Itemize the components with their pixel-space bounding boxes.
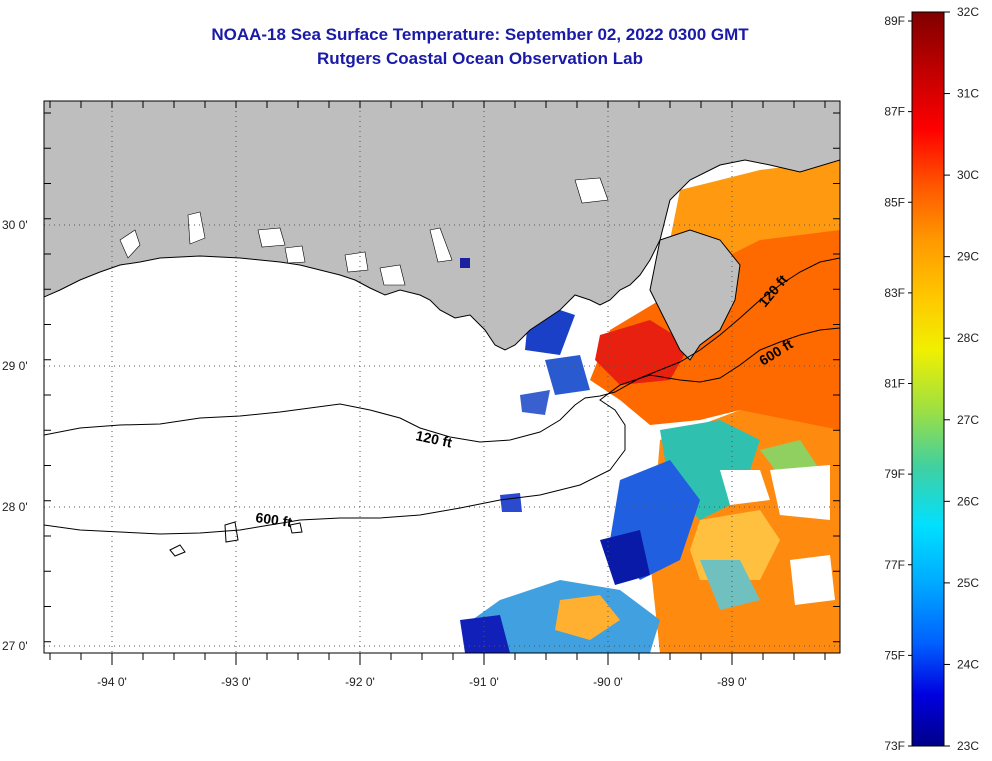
land-mass	[44, 101, 840, 351]
colorbar-f-label: 81F	[884, 377, 905, 391]
delta-lobe	[649, 229, 741, 361]
colorbar-c-label: 25C	[957, 576, 979, 590]
colorbar-c-label: 32C	[957, 5, 979, 19]
colorbar-c-label: 27C	[957, 413, 979, 427]
lat-label: 29 0'	[2, 359, 28, 373]
colorbar-c-label: 31C	[957, 87, 979, 101]
colorbar-f-label: 77F	[884, 558, 905, 572]
colorbar-f-label: 85F	[884, 195, 905, 209]
map-frame	[43, 100, 841, 654]
lon-label: -94 0'	[97, 675, 127, 689]
colorbar-c-label: 30C	[957, 168, 979, 182]
contour-600ft	[44, 327, 840, 535]
contour-label-west-120: 120 ft	[414, 427, 453, 450]
axis-ticks	[44, 101, 840, 665]
lon-label: -90 0'	[593, 675, 623, 689]
contour-120ft	[44, 257, 840, 443]
colorbar-f-label: 75F	[884, 648, 905, 662]
grid-lines	[44, 101, 840, 653]
small-lake-dot	[460, 258, 470, 268]
contour-label-west-600: 600 ft	[255, 509, 294, 530]
colorbar-c-label: 28C	[957, 331, 979, 345]
lon-label: -89 0'	[717, 675, 747, 689]
lon-label: -92 0'	[345, 675, 375, 689]
colorbar-c-label: 29C	[957, 250, 979, 264]
colorbar-labels: 89F 87F 85F 83F 81F 79F 77F 75F 73F 32C 31C 30C 29C 2…	[884, 5, 979, 753]
lon-label: -93 0'	[221, 675, 251, 689]
colorbar	[911, 11, 945, 747]
lat-label: 30 0'	[2, 218, 28, 232]
colorbar-c-label: 23C	[957, 739, 979, 753]
map-title: NOAA-18 Sea Surface Temperature: Septemb…	[211, 25, 749, 44]
lon-label: -91 0'	[469, 675, 499, 689]
lat-label: 27 0'	[2, 639, 28, 653]
colorbar-f-label: 87F	[884, 105, 905, 119]
colorbar-f-label: 73F	[884, 739, 905, 753]
colorbar-f-label: 83F	[884, 286, 905, 300]
lat-label: 28 0'	[2, 500, 28, 514]
colorbar-c-label: 24C	[957, 657, 979, 671]
inland-lakes	[119, 177, 609, 286]
map-subtitle: Rutgers Coastal Ocean Observation Lab	[317, 49, 643, 68]
colorbar-c-label: 26C	[957, 494, 979, 508]
colorbar-f-label: 79F	[884, 467, 905, 481]
colorbar-f-label: 89F	[884, 14, 905, 28]
bathymetry-contours	[44, 257, 840, 557]
